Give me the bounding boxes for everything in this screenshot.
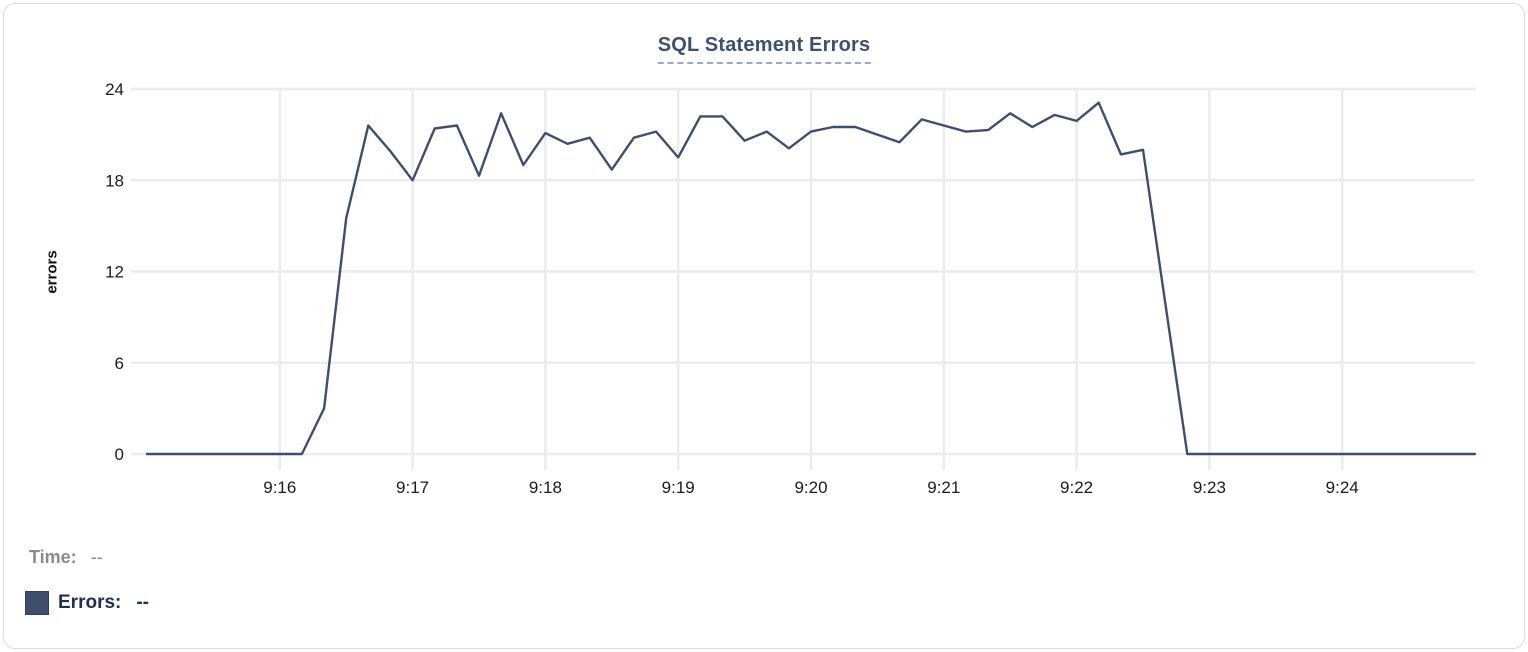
y-tick-label: 6 [115, 354, 124, 373]
x-tick-label: 9:24 [1326, 478, 1359, 497]
x-tick-label: 9:20 [794, 478, 827, 497]
chart-card: SQL Statement Errors 0 6 12 18 24 9:16 9:17 9:1… [3, 3, 1525, 649]
x-tick-label: 9:16 [263, 478, 296, 497]
line-chart[interactable]: 0 6 12 18 24 9:16 9:17 9:18 9:19 9:20 9:21 9:22 9:23… [4, 4, 1525, 649]
errors-series-line[interactable] [145, 101, 1477, 456]
x-gridlines: 9:16 9:17 9:18 9:19 9:20 9:21 9:22 9:23 9:24 [263, 89, 1359, 497]
errors-series-swatch-icon [25, 591, 49, 615]
x-tick-label: 9:21 [927, 478, 960, 497]
time-value: -- [90, 547, 103, 567]
x-tick-label: 9:19 [662, 478, 695, 497]
y-gridlines: 0 6 12 18 24 [105, 80, 1475, 464]
chart-title[interactable]: SQL Statement Errors [657, 34, 871, 64]
time-label: Time: [29, 547, 77, 567]
x-tick-label: 9:17 [396, 478, 429, 497]
errors-label: Errors: [58, 592, 122, 613]
x-tick-label: 9:23 [1193, 478, 1226, 497]
y-tick-label: 24 [105, 80, 124, 99]
errors-value: -- [136, 592, 150, 613]
y-tick-label: 0 [115, 445, 124, 464]
legend-item-errors[interactable]: Errors: -- [25, 591, 149, 615]
y-tick-label: 12 [105, 263, 124, 282]
tooltip-time-row: Time: -- [29, 547, 103, 568]
y-tick-label: 18 [105, 171, 124, 190]
x-tick-label: 9:18 [529, 478, 562, 497]
y-axis-title: errors [43, 250, 61, 294]
x-tick-label: 9:22 [1060, 478, 1093, 497]
